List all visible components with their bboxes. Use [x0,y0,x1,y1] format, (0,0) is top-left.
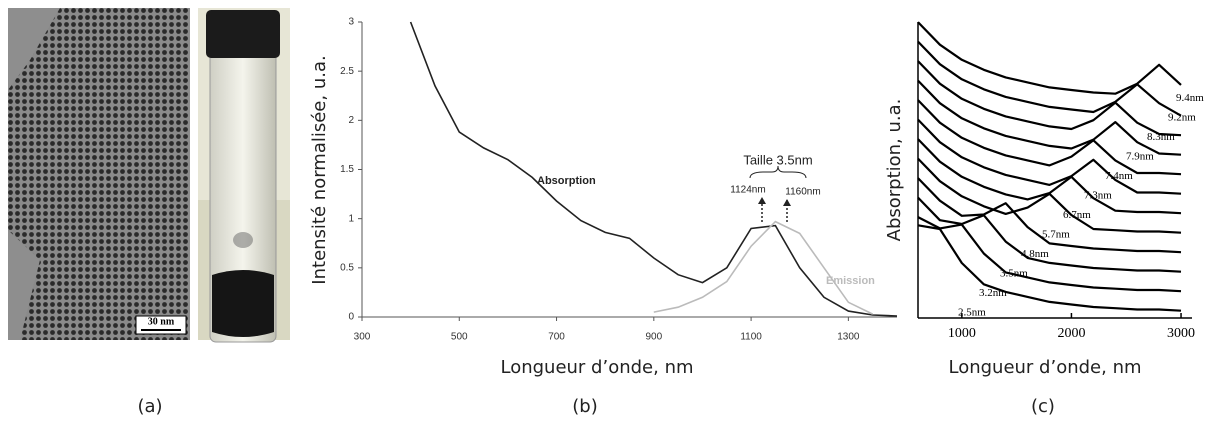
series-label: 6.7nm [1063,209,1091,221]
y-tick-label: 3 [348,17,354,28]
series-label: 7.9nm [1126,151,1154,163]
x-tick-label: 2000 [1057,326,1085,341]
series-label: 9.4nm [1176,92,1204,104]
arrow-head [758,197,766,204]
panel-label: (b) [572,396,597,417]
x-tick-label: 1300 [837,332,860,343]
x-tick-label: 300 [354,332,371,343]
x-axis-title: Longueur d’onde, nm [948,357,1141,378]
annotation: Taille 3.5nm [743,152,812,167]
tem-image: 30 nm [8,8,190,340]
annotation: 1160nm [785,187,820,198]
series-label: 3.2nm [979,287,1007,299]
series-line [917,118,1182,195]
x-tick-label: 3000 [1167,326,1195,341]
series-label: 3.5nm [1000,268,1028,280]
arrow-head [783,199,791,206]
series-label: Absorption [537,175,596,187]
series-line [917,138,1182,215]
x-axis-title: Longueur d’onde, nm [500,357,693,378]
y-tick-label: 1.5 [340,164,354,175]
series-line [409,21,898,317]
series-line [917,177,1182,254]
series-label: 9.2nm [1168,112,1196,124]
x-tick-label: 1100 [740,332,762,343]
y-tick-label: 1 [348,213,354,224]
scale-bar-label: 30 nm [148,316,175,327]
panel-label: (c) [1031,396,1055,417]
y-axis-title: Absorption, u.a. [884,99,905,242]
series-line [653,220,874,315]
series-label: 5.7nm [1042,229,1070,241]
series-label: 8.3nm [1147,131,1175,143]
brace [749,165,807,179]
series-label: 7.3nm [1084,190,1112,202]
x-tick-label: 700 [548,332,565,343]
series-label: 7.4nm [1105,170,1133,182]
series-line [917,157,1182,234]
vial-photo [198,8,290,343]
series-line [917,99,1182,176]
x-tick-label: 500 [451,332,468,343]
panel-label: (a) [137,396,162,417]
annotation: 1124nm [730,185,765,196]
series-line [917,224,1182,312]
series-line [917,79,1182,156]
series-label: Emission [826,275,875,287]
y-tick-label: 2.5 [340,66,354,77]
series-line [917,60,1182,137]
y-axis-title: Intensité normalisée, u.a. [309,55,330,284]
y-tick-label: 2 [348,115,354,126]
series-label: 4.8nm [1021,248,1049,260]
y-tick-label: 0 [348,312,354,323]
y-tick-label: 0.5 [340,262,354,273]
x-tick-label: 900 [645,332,662,343]
series-line [917,196,1182,273]
x-tick-label: 1000 [948,326,976,341]
series-line [917,21,1182,95]
series-label: 2.5nm [958,307,986,319]
